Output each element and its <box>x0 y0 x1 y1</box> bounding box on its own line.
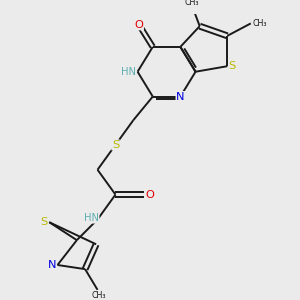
Text: O: O <box>134 20 143 30</box>
Text: HN: HN <box>121 67 136 77</box>
Text: CH₃: CH₃ <box>92 291 106 300</box>
Text: N: N <box>48 260 56 270</box>
Text: S: S <box>229 61 236 71</box>
Text: N: N <box>176 92 184 102</box>
Text: CH₃: CH₃ <box>252 19 267 28</box>
Text: S: S <box>40 217 48 227</box>
Text: CH₃: CH₃ <box>184 0 199 7</box>
Text: S: S <box>112 140 119 150</box>
Text: HN: HN <box>84 213 99 223</box>
Text: O: O <box>146 190 155 200</box>
